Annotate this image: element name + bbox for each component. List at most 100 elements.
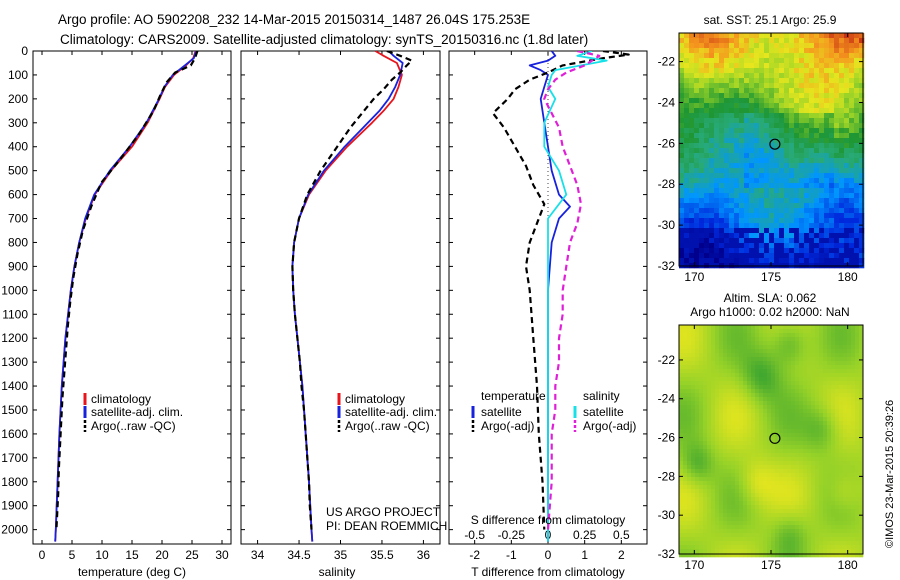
heatmap-cell: [769, 128, 775, 134]
heatmap-cell: [814, 153, 820, 159]
heatmap-cell: [819, 341, 824, 346]
heatmap-cell: [723, 553, 728, 558]
heatmap-cell: [791, 429, 796, 434]
heatmap-cell: [764, 168, 770, 174]
heatmap-cell: [723, 325, 728, 330]
heatmap-cell: [794, 58, 800, 64]
heatmap-cell: [754, 193, 760, 199]
legend-label-argo: Argo(..raw -QC): [345, 419, 430, 433]
heatmap-cell: [844, 188, 850, 194]
heatmap-cell: [839, 537, 844, 542]
heatmap-cell: [759, 208, 765, 214]
heatmap-cell: [727, 385, 732, 390]
heatmap-cell: [809, 43, 815, 49]
heatmap-cell: [749, 223, 755, 229]
heatmap-cell: [709, 98, 715, 104]
heatmap-cell: [679, 138, 685, 144]
heatmap-cell: [699, 425, 704, 430]
heatmap-cell: [795, 393, 800, 398]
heatmap-cell: [799, 133, 805, 139]
heatmap-cell: [807, 389, 812, 394]
heatmap-cell: [707, 541, 712, 546]
heatmap-cell: [747, 465, 752, 470]
heatmap-cell: [827, 361, 832, 366]
heatmap-cell: [699, 429, 704, 434]
heatmap-cell: [744, 248, 750, 254]
heatmap-cell: [855, 361, 860, 366]
heatmap-cell: [787, 445, 792, 450]
heatmap-cell: [779, 529, 784, 534]
heatmap-cell: [759, 481, 764, 486]
heatmap-cell: [739, 98, 745, 104]
heatmap-cell: [824, 123, 830, 129]
heatmap-cell: [783, 537, 788, 542]
heatmap-cell: [683, 453, 688, 458]
heatmap-cell: [831, 525, 836, 530]
heatmap-cell: [859, 178, 865, 184]
heatmap-cell: [724, 83, 730, 89]
heatmap-cell: [815, 541, 820, 546]
heatmap-cell: [803, 421, 808, 426]
heatmap-cell: [687, 521, 692, 526]
heatmap-cell: [819, 373, 824, 378]
heatmap-cell: [803, 401, 808, 406]
heatmap-cell: [787, 361, 792, 366]
heatmap-cell: [763, 425, 768, 430]
heatmap-cell: [849, 183, 855, 189]
heatmap-cell: [694, 53, 700, 59]
heatmap-cell: [829, 118, 835, 124]
heatmap-cell: [851, 429, 856, 434]
heatmap-cell: [703, 521, 708, 526]
heatmap-cell: [803, 461, 808, 466]
heatmap-cell: [683, 469, 688, 474]
heatmap-cell: [739, 341, 744, 346]
heatmap-cell: [804, 153, 810, 159]
heatmap-cell: [807, 473, 812, 478]
heatmap-cell: [695, 505, 700, 510]
heatmap-cell: [849, 248, 855, 254]
heatmap-cell: [803, 497, 808, 502]
heatmap-cell: [691, 437, 696, 442]
heatmap-cell: [684, 218, 690, 224]
heatmap-cell: [851, 489, 856, 494]
heatmap-cell: [809, 48, 815, 54]
heatmap-cell: [804, 33, 810, 39]
heatmap-cell: [843, 385, 848, 390]
heatmap-cell: [829, 173, 835, 179]
heatmap-cell: [823, 505, 828, 510]
heatmap-cell: [679, 337, 684, 342]
heatmap-cell: [724, 163, 730, 169]
heatmap-cell: [699, 148, 705, 154]
heatmap-cell: [699, 385, 704, 390]
heatmap-cell: [827, 445, 832, 450]
heatmap-cell: [859, 541, 864, 546]
heatmap-cell: [754, 133, 760, 139]
heatmap-cell: [691, 345, 696, 350]
ytick-label: 900: [8, 259, 28, 273]
heatmap-cell: [709, 53, 715, 59]
heatmap-cell: [819, 517, 824, 522]
heatmap-cell: [823, 433, 828, 438]
heatmap-cell: [791, 493, 796, 498]
heatmap-cell: [739, 183, 745, 189]
heatmap-cell: [751, 501, 756, 506]
heatmap-cell: [859, 253, 865, 259]
heatmap-cell: [774, 128, 780, 134]
heatmap-cell: [824, 243, 830, 249]
heatmap-cell: [683, 389, 688, 394]
heatmap-cell: [747, 429, 752, 434]
heatmap-cell: [779, 233, 785, 239]
heatmap-cell: [754, 208, 760, 214]
heatmap-cell: [844, 113, 850, 119]
heatmap-cell: [763, 329, 768, 334]
heatmap-cell: [727, 429, 732, 434]
heatmap-cell: [759, 118, 765, 124]
legend-header-salinity: salinity: [583, 389, 620, 403]
heatmap-cell: [744, 38, 750, 44]
heatmap-cell: [809, 228, 815, 234]
heatmap-cell: [715, 349, 720, 354]
heatmap-cell: [844, 213, 850, 219]
temperature-legend: climatology satellite-adj. clim. Argo(..…: [83, 392, 183, 433]
heatmap-cell: [799, 93, 805, 99]
heatmap-cell: [679, 365, 684, 370]
